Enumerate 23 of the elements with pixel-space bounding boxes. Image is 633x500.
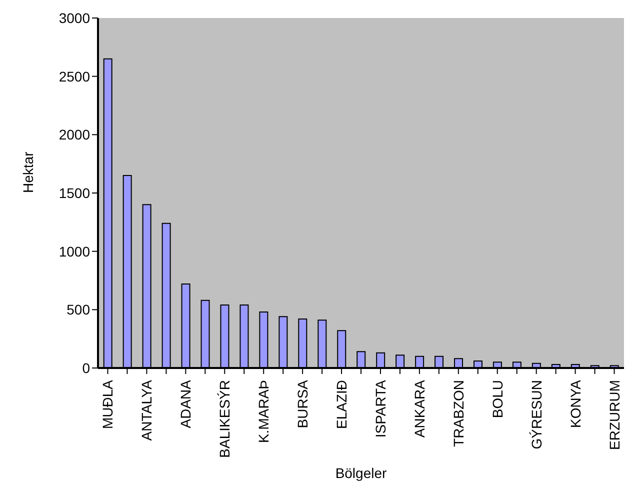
x-tick-label: ELAZIÐ	[334, 380, 350, 430]
x-tick-label: KONYA	[567, 379, 584, 428]
y-tick-label: 0	[82, 360, 90, 376]
x-tick-label: BURSA	[294, 379, 311, 428]
x-tick-label: ANTALYA	[138, 379, 155, 441]
y-tick-label: 3000	[58, 10, 90, 26]
y-axis-title: Hektar	[20, 151, 36, 193]
x-tick-label: ADANA	[178, 379, 194, 428]
x-tick-label: MUĐLA	[100, 379, 116, 430]
x-tick-label: BOLU	[489, 380, 506, 418]
x-tick-label: TRABZON	[450, 380, 466, 447]
y-tick-label: 500	[66, 302, 90, 318]
x-tick-label: K.MARAÞ	[256, 380, 272, 444]
y-tick-label: 1000	[58, 243, 90, 260]
x-axis-title: Bölgeler	[335, 465, 388, 481]
y-tick-label: 2000	[58, 126, 90, 143]
x-tick-label: ISPARTA	[372, 379, 388, 438]
x-tick-label: ANKARA	[411, 379, 428, 438]
x-tick-label: BALIKESÝR	[216, 380, 233, 458]
x-tick-label: GÝRESUN	[528, 380, 544, 450]
x-tick-label: ERZURUM	[606, 380, 622, 450]
y-tick-label: 2500	[58, 68, 90, 84]
y-tick-label: 1500	[58, 184, 90, 201]
